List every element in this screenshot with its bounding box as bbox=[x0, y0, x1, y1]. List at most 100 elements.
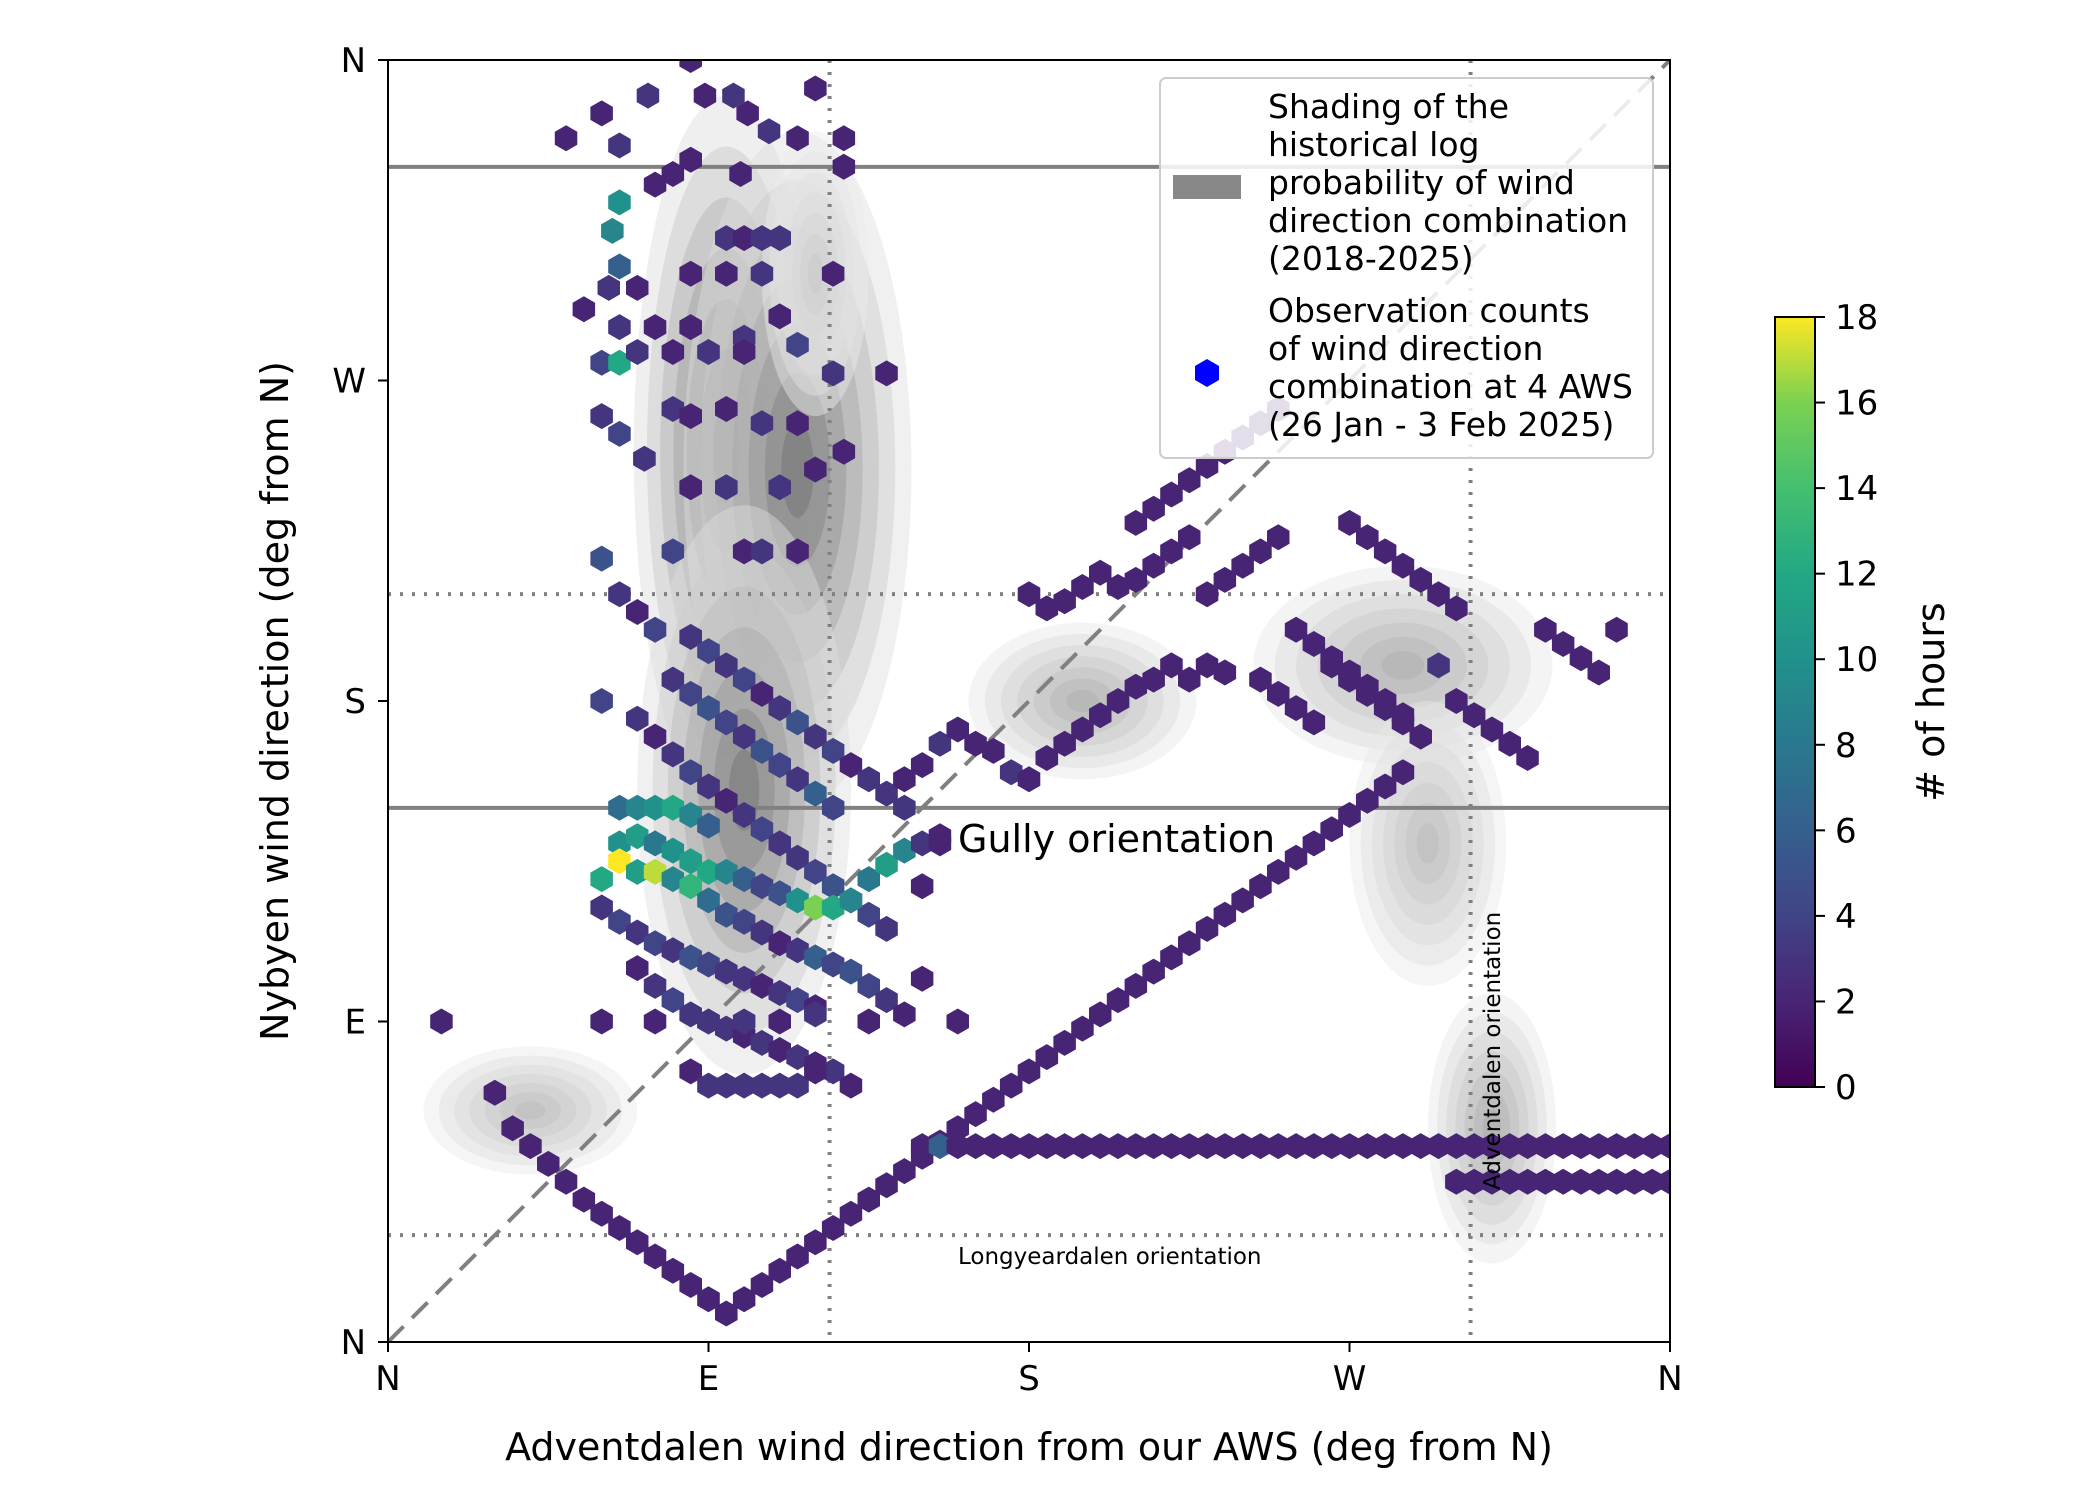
colorbar: 0 2 4 6 8 10 12 14 16 18 # of hours bbox=[1774, 298, 1953, 1108]
hexbin-354 bbox=[1445, 1133, 1468, 1160]
hexbin-327 bbox=[964, 1133, 987, 1160]
hexbin-125 bbox=[857, 866, 880, 893]
hexbin-193 bbox=[928, 830, 952, 857]
hexbin-19 bbox=[750, 225, 774, 252]
hexbin-362 bbox=[1587, 1133, 1610, 1160]
hexbin-259 bbox=[1356, 524, 1379, 551]
hexbin-48 bbox=[821, 360, 845, 387]
hexbin-330 bbox=[1017, 1133, 1041, 1160]
density-contour-8-5 bbox=[800, 232, 831, 315]
hexbin-49 bbox=[832, 438, 856, 465]
hexbin-236 bbox=[1053, 588, 1076, 615]
hexbin-173 bbox=[679, 1058, 702, 1085]
colorbar-gradient bbox=[1774, 316, 1816, 1088]
hexbin-190 bbox=[946, 1008, 969, 1035]
density-contour-6-0 bbox=[1427, 993, 1557, 1264]
hexbin-layer bbox=[430, 60, 1670, 1327]
hexbin-284 bbox=[697, 1286, 720, 1313]
hexbin-347 bbox=[1320, 1133, 1343, 1160]
hexbin-225 bbox=[1462, 702, 1486, 729]
hexbin-151 bbox=[643, 930, 667, 957]
hexbin-288 bbox=[768, 1257, 791, 1284]
hexbin-270 bbox=[1373, 688, 1397, 714]
hexbin-154 bbox=[697, 951, 720, 978]
hexbin-172 bbox=[821, 1058, 845, 1085]
hexbin-241 bbox=[1142, 552, 1165, 579]
hexbin-128 bbox=[910, 830, 934, 857]
hexbin-76 bbox=[857, 766, 880, 793]
hexbin-365 bbox=[1640, 1133, 1664, 1160]
hexbin-339 bbox=[1178, 1133, 1201, 1160]
hexbin-252 bbox=[1178, 467, 1201, 494]
hexbin-140 bbox=[768, 930, 791, 957]
hexbin-201 bbox=[1017, 766, 1041, 793]
legend-shading-line-1: Shading of the bbox=[1268, 87, 1509, 126]
hexbin-44 bbox=[661, 396, 685, 422]
hexbin-333 bbox=[1071, 1133, 1094, 1160]
density-contour-3-1 bbox=[984, 633, 1181, 769]
density-contour-5-3 bbox=[1383, 762, 1473, 925]
hexbin-138 bbox=[732, 908, 756, 935]
hexbin-131 bbox=[608, 848, 631, 875]
hexbin-99 bbox=[786, 844, 809, 871]
hexbin-246 bbox=[1231, 552, 1254, 579]
hexbin-134 bbox=[661, 866, 685, 893]
hexbin-25 bbox=[601, 217, 624, 244]
hexbin-205 bbox=[1089, 702, 1112, 729]
hexbin-115 bbox=[679, 848, 702, 875]
hexbin-4 bbox=[804, 75, 827, 102]
density-contour-0-4 bbox=[686, 299, 766, 605]
colorbar-tick-label-5: 10 bbox=[1835, 640, 1878, 680]
density-contour-0-5 bbox=[699, 349, 753, 554]
hexbin-238 bbox=[1089, 559, 1112, 586]
hexbin-356 bbox=[1480, 1133, 1504, 1160]
hexbin-164 bbox=[679, 1001, 702, 1028]
hexbin-114 bbox=[661, 837, 685, 864]
hexbin-30 bbox=[643, 314, 667, 341]
hexbin-280 bbox=[626, 1229, 649, 1256]
hexbin-85 bbox=[768, 752, 791, 779]
hexbin-222 bbox=[1409, 723, 1432, 750]
hexbin-0 bbox=[636, 82, 660, 109]
hexbin-325 bbox=[928, 1133, 952, 1160]
hexbin-234 bbox=[1017, 581, 1041, 608]
hexbin-200 bbox=[999, 759, 1023, 786]
hexbin-142 bbox=[804, 944, 827, 971]
hexbin-130 bbox=[590, 866, 613, 893]
density-contour-5-2 bbox=[1371, 741, 1484, 946]
hexbin-293 bbox=[857, 1186, 880, 1213]
hexbin-342 bbox=[1231, 1133, 1254, 1160]
hexbin-274 bbox=[519, 1133, 542, 1160]
hexbin-117 bbox=[715, 858, 738, 885]
density-contour-5-4 bbox=[1394, 782, 1462, 905]
hexbin-235 bbox=[1035, 595, 1059, 622]
hexbin-123 bbox=[821, 894, 845, 921]
hexbin-92 bbox=[661, 741, 685, 768]
hexbin-258 bbox=[1338, 509, 1361, 536]
hexbin-181 bbox=[839, 1072, 863, 1099]
hexbin-28 bbox=[626, 274, 649, 301]
plot-area bbox=[387, 59, 1671, 1343]
hexbin-282 bbox=[661, 1257, 685, 1284]
colorbar-tick-label-2: 4 bbox=[1835, 897, 1857, 937]
hexbin-374 bbox=[1569, 1168, 1593, 1195]
hexbin-168 bbox=[750, 1029, 774, 1056]
hexbin-7 bbox=[554, 125, 578, 152]
hexbin-137 bbox=[715, 901, 738, 928]
y-tick-label-2: S bbox=[344, 682, 366, 722]
hexbin-192 bbox=[910, 873, 934, 900]
hexbin-144 bbox=[839, 958, 863, 985]
hexbin-361 bbox=[1569, 1133, 1593, 1160]
hexbin-163 bbox=[661, 987, 685, 1014]
hexbin-303 bbox=[1035, 1044, 1059, 1071]
hexbin-299 bbox=[964, 1101, 987, 1128]
hexbin-34 bbox=[590, 349, 613, 376]
hexbin-71 bbox=[768, 695, 791, 722]
hexbin-65 bbox=[643, 616, 667, 643]
x-tick-label-0: N bbox=[375, 1359, 400, 1399]
hexbin-261 bbox=[1391, 552, 1415, 579]
density-contour-3-0 bbox=[968, 622, 1197, 780]
density-contour-8-6 bbox=[807, 253, 823, 295]
hexbin-305 bbox=[1071, 1015, 1094, 1042]
hexbin-324 bbox=[910, 1133, 934, 1160]
